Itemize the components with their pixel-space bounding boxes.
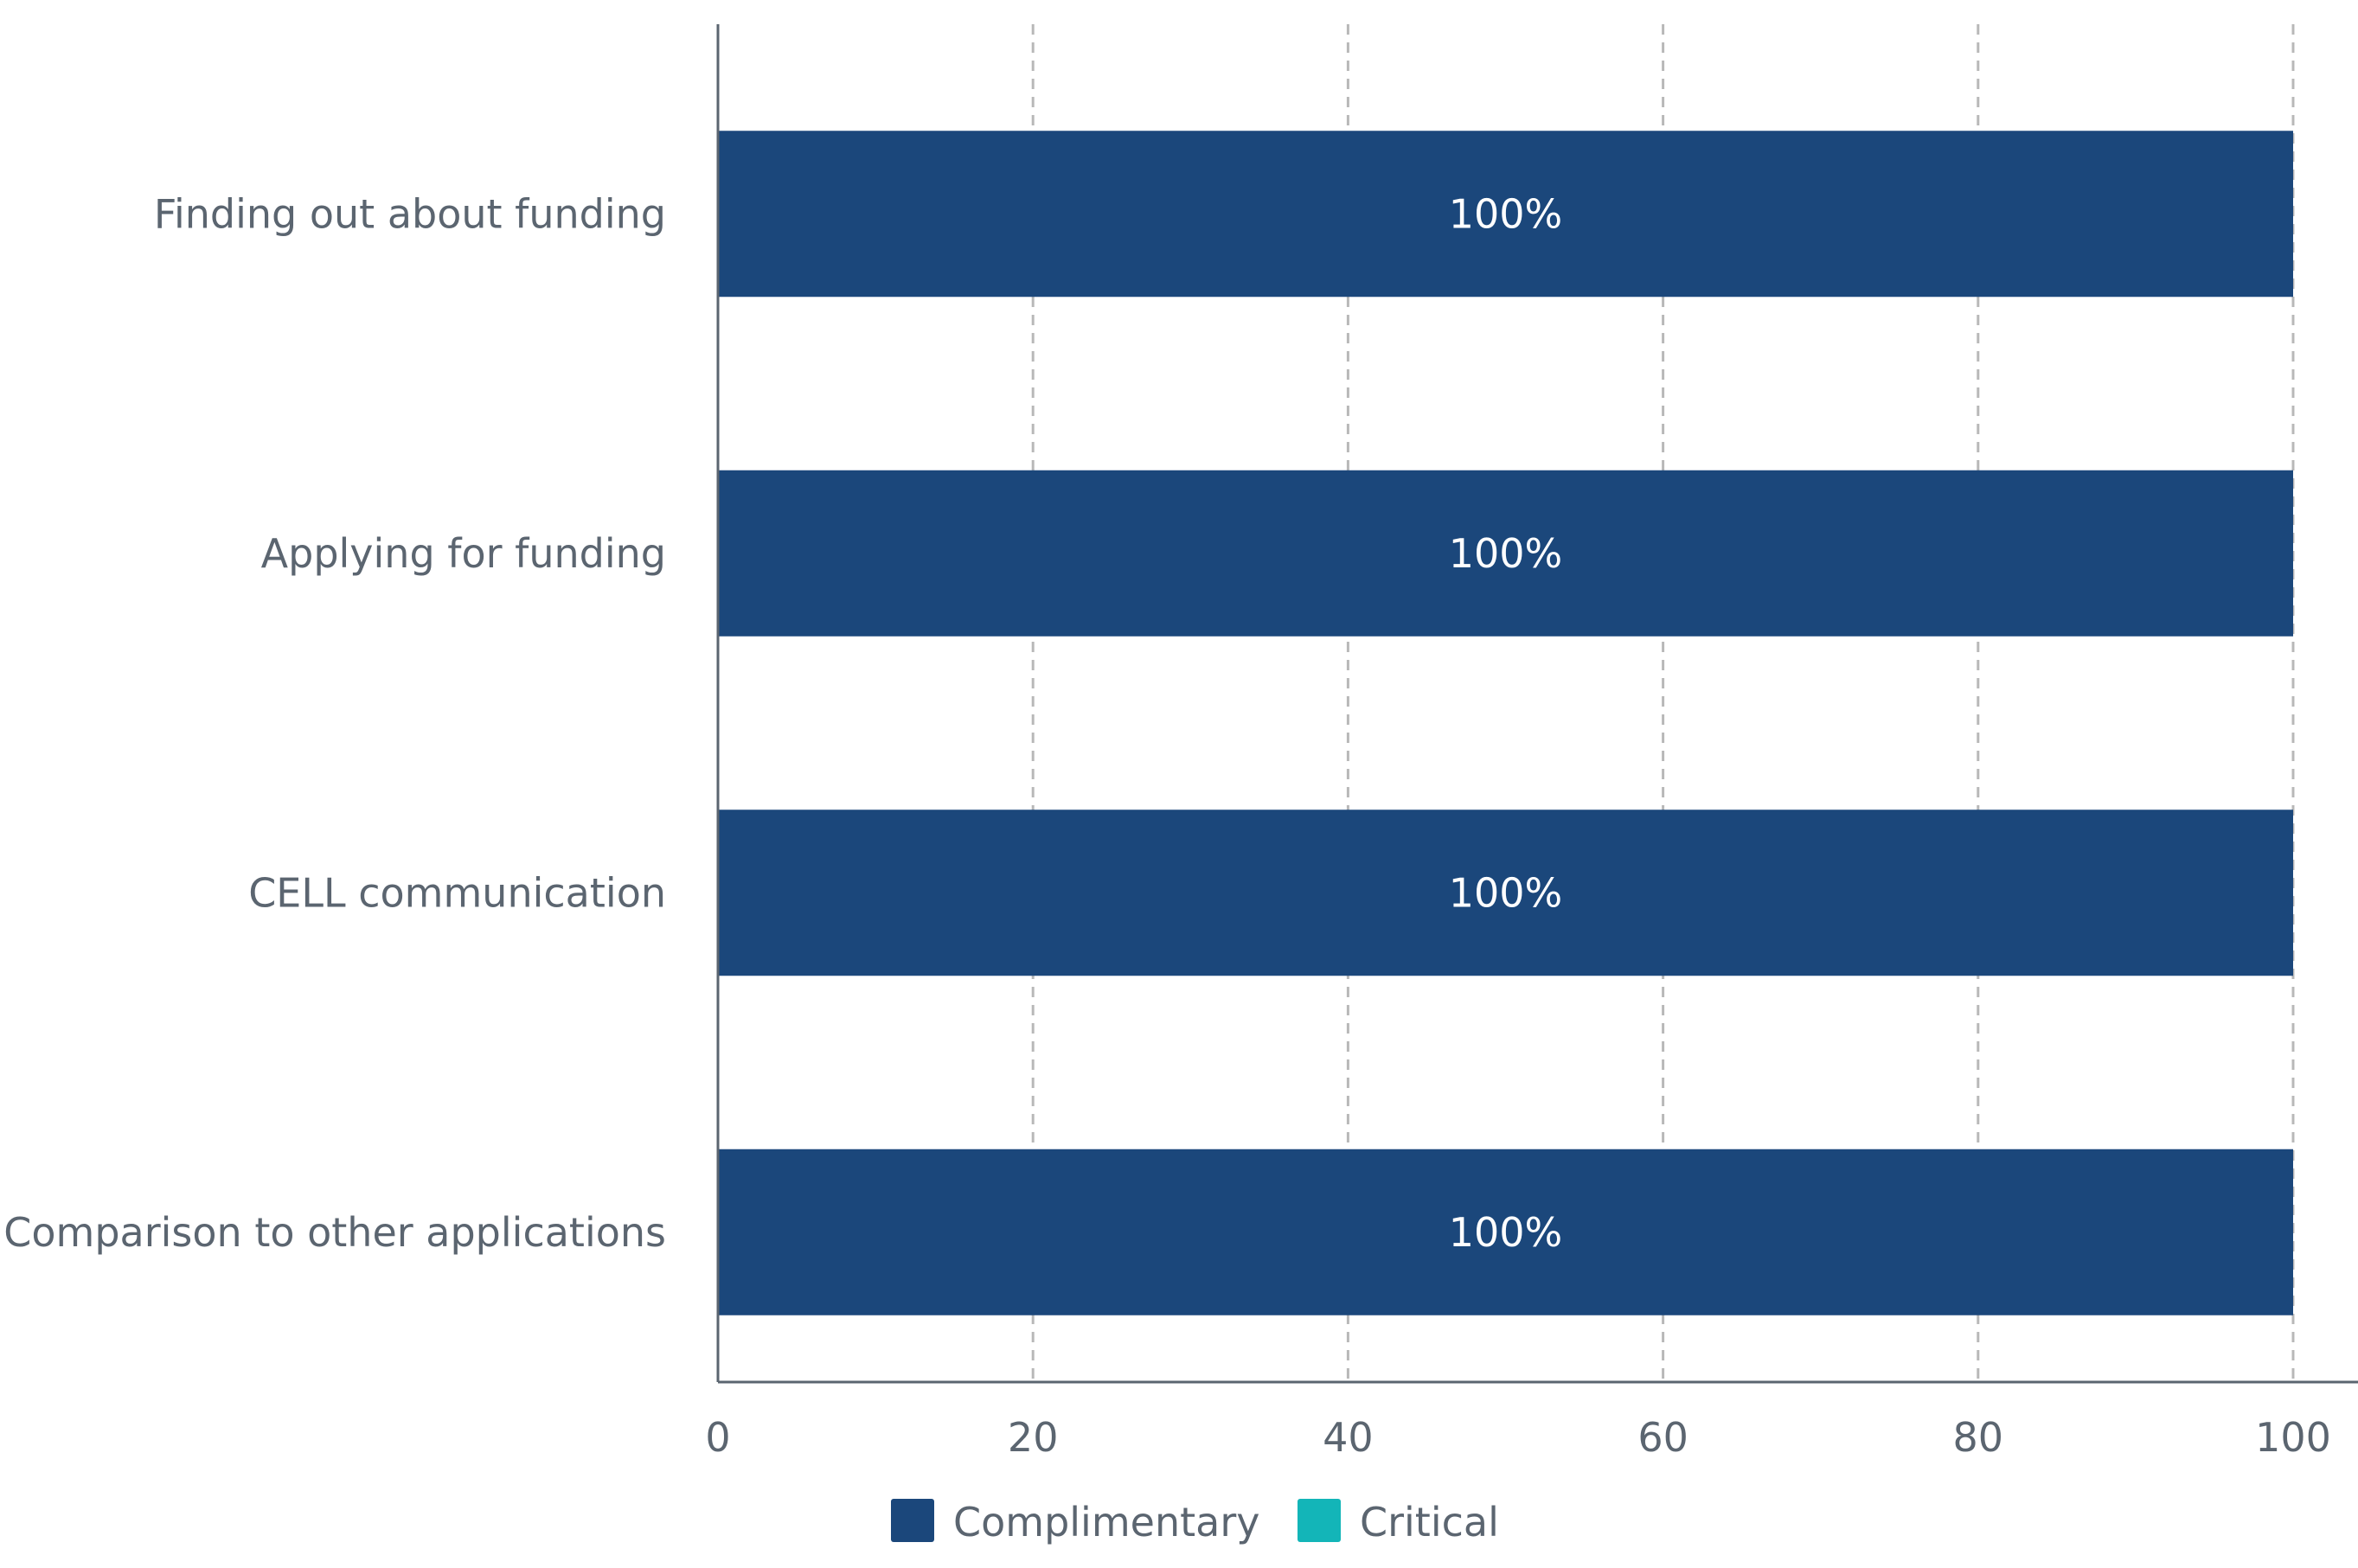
- category-label: CELL communication: [248, 869, 666, 916]
- x-tick-label: 80: [1953, 1414, 2004, 1461]
- category-label: Comparison to other applications: [3, 1209, 666, 1256]
- category-label: Applying for funding: [261, 530, 666, 577]
- legend-label-complimentary[interactable]: Complimentary: [953, 1499, 1259, 1546]
- axes: [716, 24, 2358, 1384]
- x-tick-label: 20: [1008, 1414, 1059, 1461]
- legend-swatch-complimentary[interactable]: [891, 1499, 934, 1542]
- bar-complimentary-0: [718, 131, 2293, 298]
- data-label: 100%: [1449, 190, 1563, 237]
- bar-complimentary-1: [718, 470, 2293, 637]
- data-label: 100%: [1449, 869, 1563, 916]
- bars: [718, 131, 2293, 1315]
- bar-complimentary-3: [718, 1149, 2293, 1315]
- category-label: Finding out about funding: [154, 190, 666, 237]
- x-tick-label: 60: [1637, 1414, 1688, 1461]
- x-tick-labels: 0 20 40 60 80 100: [705, 1414, 2331, 1461]
- bar-complimentary-2: [718, 810, 2293, 976]
- x-tick-label: 40: [1323, 1414, 1374, 1461]
- data-labels: 100% 100% 100% 100%: [1449, 190, 1563, 1256]
- category-labels: Finding out about funding Applying for fu…: [3, 190, 666, 1256]
- legend-swatch-critical[interactable]: [1298, 1499, 1341, 1542]
- data-label: 100%: [1449, 1209, 1563, 1256]
- data-label: 100%: [1449, 530, 1563, 577]
- legend: Complimentary Critical: [891, 1499, 1499, 1546]
- legend-label-critical[interactable]: Critical: [1360, 1499, 1499, 1546]
- x-tick-label: 100: [2255, 1414, 2331, 1461]
- x-tick-label: 0: [705, 1414, 730, 1461]
